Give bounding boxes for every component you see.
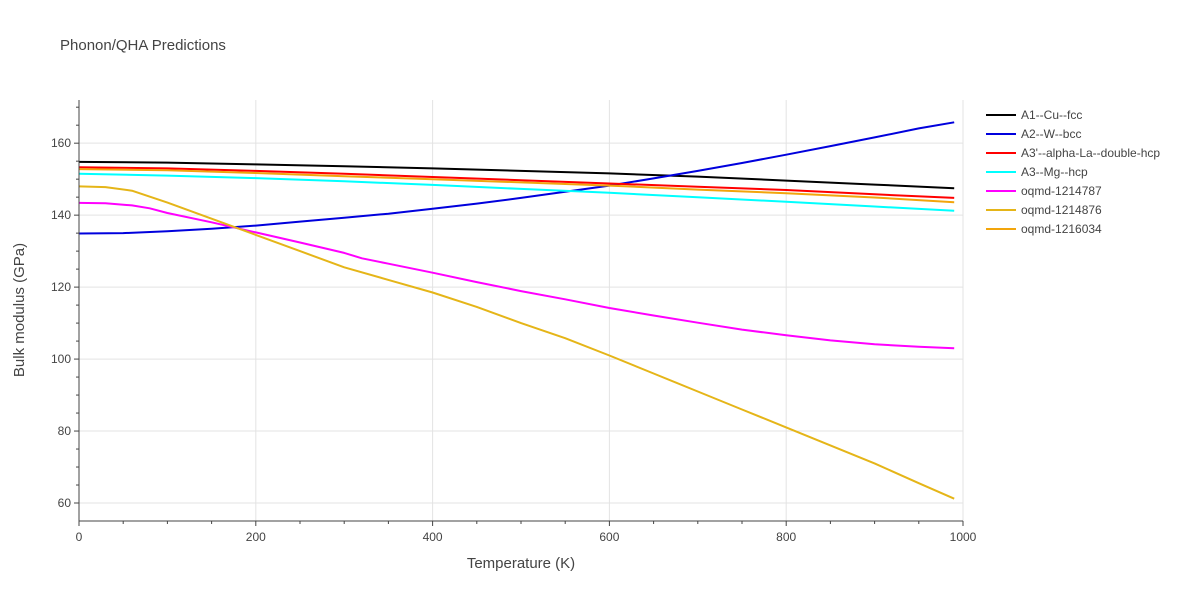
legend[interactable]: A1--Cu--fcc A2--W--bcc A3'--alpha-La--doub… (986, 108, 1160, 236)
series-line-3[interactable] (78, 172, 955, 212)
y-ticks: 60 80 100 120 140 160 (51, 106, 79, 510)
x-tick-label: 0 (76, 530, 83, 544)
legend-item-3[interactable]: A3--Mg--hcp (986, 165, 1088, 179)
legend-label: A3--Mg--hcp (1021, 165, 1088, 179)
grid (79, 100, 964, 521)
x-tick-label: 1000 (950, 530, 977, 544)
series-line-5[interactable] (78, 185, 955, 500)
series-line-4[interactable] (78, 201, 955, 350)
legend-item-5[interactable]: oqmd-1214876 (986, 203, 1102, 217)
legend-item-6[interactable]: oqmd-1216034 (986, 222, 1102, 236)
chart-title: Phonon/QHA Predictions (60, 37, 226, 54)
y-tick-label: 60 (58, 496, 72, 510)
series-line-2[interactable] (78, 166, 955, 199)
y-tick-label: 120 (51, 280, 71, 294)
legend-label: oqmd-1214787 (1021, 184, 1102, 198)
legend-label: A1--Cu--fcc (1021, 108, 1082, 122)
x-ticks: 0 200 400 600 800 1000 (76, 521, 977, 544)
y-tick-label: 80 (58, 424, 72, 438)
legend-label: A3'--alpha-La--double-hcp (1021, 146, 1160, 160)
legend-item-0[interactable]: A1--Cu--fcc (986, 108, 1082, 122)
x-tick-label: 800 (776, 530, 796, 544)
plot-area (78, 121, 955, 500)
x-tick-label: 400 (423, 530, 443, 544)
x-tick-label: 200 (246, 530, 266, 544)
legend-label: A2--W--bcc (1021, 127, 1081, 141)
y-tick-label: 140 (51, 208, 71, 222)
series-line-1[interactable] (78, 121, 955, 235)
x-tick-label: 600 (599, 530, 619, 544)
legend-item-1[interactable]: A2--W--bcc (986, 127, 1081, 141)
x-axis-label: Temperature (K) (467, 555, 575, 572)
series-line-0[interactable] (78, 160, 955, 190)
legend-label: oqmd-1216034 (1021, 222, 1102, 236)
legend-item-4[interactable]: oqmd-1214787 (986, 184, 1102, 198)
y-tick-label: 100 (51, 352, 71, 366)
series-line-6[interactable] (78, 168, 955, 204)
y-axis-label: Bulk modulus (GPa) (11, 243, 28, 377)
legend-item-2[interactable]: A3'--alpha-La--double-hcp (986, 146, 1160, 160)
y-tick-label: 160 (51, 136, 71, 150)
legend-label: oqmd-1214876 (1021, 203, 1102, 217)
